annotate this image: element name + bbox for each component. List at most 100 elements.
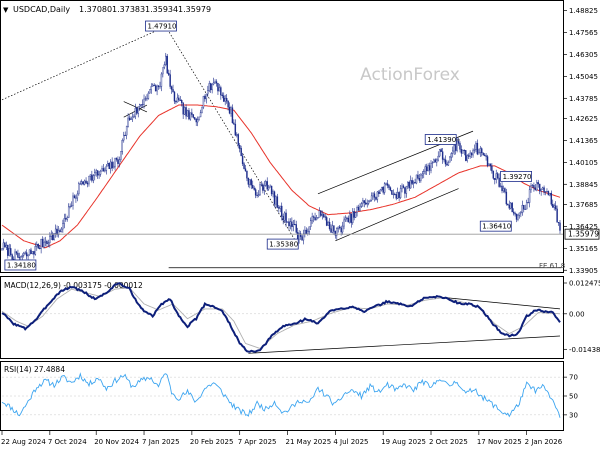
price-bar: [543, 185, 545, 196]
price-bar: [363, 200, 366, 208]
price-bar: [441, 147, 444, 164]
price-bar: [146, 94, 148, 102]
price-bar: [428, 162, 431, 175]
price-bar: [333, 225, 335, 235]
price-bar: [323, 212, 325, 219]
price-bar: [354, 211, 357, 218]
price-bar: [17, 249, 19, 259]
price-bar: [207, 85, 209, 97]
price-bar: [454, 142, 457, 155]
price-bar: [20, 255, 22, 261]
price-bar: [4, 241, 6, 248]
price-bar: [488, 163, 490, 166]
price-bar: [167, 69, 170, 76]
price-bar: [344, 215, 347, 222]
price-bar: [79, 180, 81, 185]
price-bar: [325, 215, 328, 227]
price-bar: [310, 217, 312, 231]
price-bar: [554, 201, 557, 211]
price-bar: [347, 215, 350, 223]
price-bar: [315, 214, 318, 221]
price-bar: [457, 137, 460, 146]
price-bar: [34, 242, 37, 256]
price-bar: [324, 213, 326, 221]
price-bar: [424, 164, 426, 175]
price-bar: [56, 225, 58, 238]
rsi-label: RSI(14) 27.4884: [4, 365, 65, 374]
price-bar: [349, 210, 351, 224]
price-bar: [107, 160, 109, 167]
price-axis-label: 1.33905: [569, 267, 598, 275]
price-bar: [266, 177, 268, 191]
price-bar: [114, 157, 116, 171]
time-axis-label: 2 Oct 2025: [429, 438, 468, 446]
macd-trendline: [248, 335, 561, 354]
price-bar: [501, 182, 503, 194]
price-axis-label: 1.48825: [569, 7, 598, 15]
price-bar: [211, 83, 213, 94]
price-bar: [41, 236, 44, 248]
price-bar: [465, 150, 467, 162]
price-bar: [105, 163, 108, 175]
time-axis-label: 20 Feb 2025: [190, 438, 234, 446]
svg-text:1.35380: 1.35380: [269, 241, 298, 249]
price-bar: [202, 95, 205, 110]
price-bar: [360, 201, 363, 209]
price-bar: [405, 185, 408, 198]
macd-trendline: [433, 296, 561, 310]
price-bar: [418, 173, 421, 183]
price-bar: [254, 187, 257, 199]
price-bar: [263, 180, 266, 195]
price-bar: [23, 251, 25, 258]
price-bar: [556, 205, 558, 223]
macd-axis-label: 0.012475: [569, 279, 600, 287]
moving-average-line: [1, 104, 561, 249]
price-bar: [134, 103, 137, 120]
price-bar: [382, 186, 384, 195]
price-bar: [153, 83, 155, 87]
price-bar: [65, 213, 67, 222]
price-bar: [375, 196, 377, 201]
price-bar: [279, 205, 281, 213]
macd-line: [1, 282, 561, 353]
price-bar: [175, 100, 177, 105]
price-bar: [318, 207, 321, 218]
price-bar: [308, 226, 310, 236]
price-bar: [321, 210, 324, 220]
price-bar: [402, 184, 405, 189]
trendline: [335, 188, 459, 242]
price-bar: [453, 144, 455, 155]
price-bar: [66, 215, 68, 222]
price-bar: [421, 170, 424, 179]
price-bar: [304, 226, 306, 238]
price-bar: [540, 188, 542, 196]
price-bar: [2, 238, 5, 251]
price-bar: [123, 131, 125, 143]
time-axis-label: 4 Jul 2025: [333, 438, 368, 446]
price-bar: [423, 169, 425, 179]
price-bar: [118, 156, 121, 168]
price-bar: [544, 191, 547, 196]
price-bar: [223, 92, 225, 102]
price-bar: [433, 158, 435, 164]
price-bar: [204, 94, 206, 102]
price-bar: [99, 169, 102, 177]
price-bar: [156, 84, 158, 96]
price-bar: [299, 230, 302, 240]
price-bar: [109, 159, 112, 174]
price-bar: [399, 184, 402, 200]
price-bars: [1, 52, 561, 263]
price-bar: [154, 84, 157, 92]
price-bar: [515, 213, 518, 223]
price-bar: [249, 179, 251, 189]
price-bar: [479, 145, 481, 157]
price-bar: [336, 227, 338, 240]
price-bar: [386, 180, 389, 189]
price-bar: [230, 105, 232, 117]
price-bar: [539, 183, 541, 195]
price-bar: [518, 212, 521, 219]
price-bar: [285, 209, 287, 227]
price-bar: [208, 80, 210, 93]
price-bar: [431, 161, 434, 169]
